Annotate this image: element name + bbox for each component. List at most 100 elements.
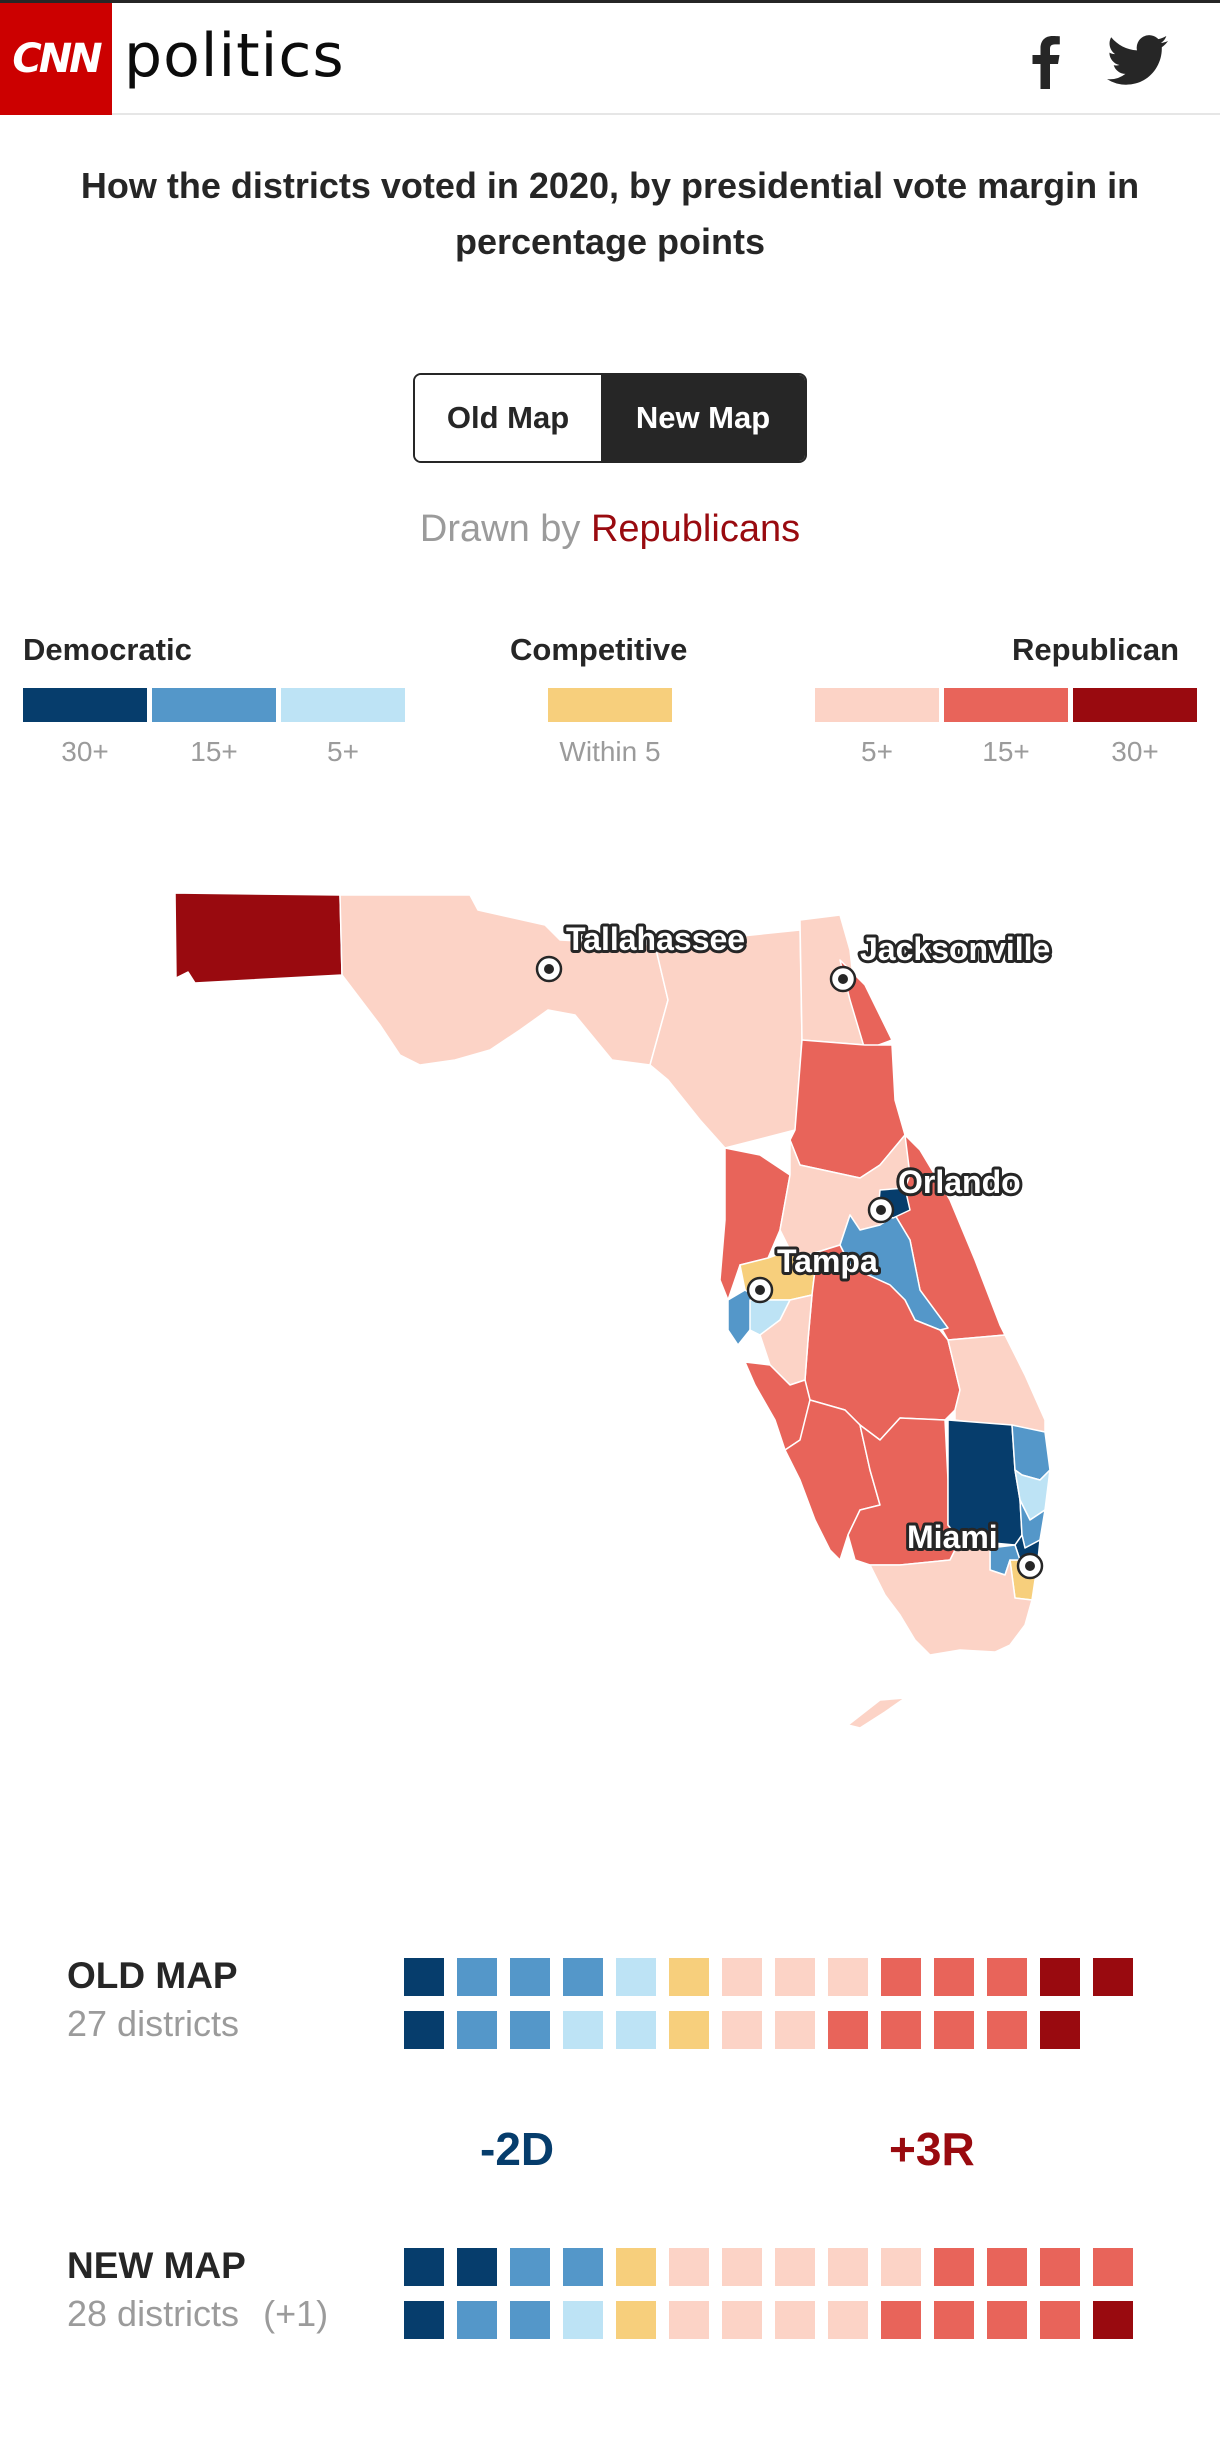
district-square <box>1040 2011 1080 2049</box>
city-marker-orlando <box>867 1196 895 1224</box>
delta-democratic: -2D <box>480 2123 555 2175</box>
district-square <box>934 2248 974 2286</box>
district-square <box>404 2248 444 2286</box>
legend-competitive-heading: Competitive <box>510 632 688 667</box>
district-square <box>934 1958 974 1996</box>
district-square <box>828 2301 868 2339</box>
district-square <box>457 2301 497 2339</box>
city-label-miami: Miami <box>907 1519 998 1555</box>
legend-swatch-d30 <box>23 688 147 722</box>
old-map-button[interactable]: Old Map <box>415 375 601 461</box>
drawn-by-text: Drawn by Republicans <box>0 508 1220 551</box>
district-square <box>669 2301 709 2339</box>
district-panhandle-west <box>174 892 343 984</box>
district-square <box>775 2011 815 2049</box>
district-square <box>828 2011 868 2049</box>
district-south-keys <box>869 1539 1033 1656</box>
legend-label-r15: 15+ <box>982 736 1030 767</box>
facebook-icon[interactable] <box>1016 31 1076 91</box>
new-map-button[interactable]: New Map <box>601 375 805 461</box>
old-map-subtitle: 27 districts <box>67 2003 240 2044</box>
new-map-district-change: (+1) <box>263 2293 329 2334</box>
new-map-heading: NEW MAP <box>67 2245 246 2286</box>
legend-swatch-d15 <box>152 688 276 722</box>
district-square <box>987 2301 1027 2339</box>
drawn-by-prefix: Drawn by <box>419 508 581 550</box>
old-map-district-grid <box>404 1958 1144 2058</box>
district-square <box>510 2301 550 2339</box>
legend-label-r5: 5+ <box>861 736 893 767</box>
district-square <box>510 2248 550 2286</box>
district-square <box>828 1958 868 1996</box>
district-square <box>934 2301 974 2339</box>
district-square <box>669 2248 709 2286</box>
city-marker-tallahassee <box>535 955 563 983</box>
district-treasure-coast <box>947 1334 1046 1436</box>
city-marker-jacksonville <box>829 965 857 993</box>
district-square <box>775 2301 815 2339</box>
district-square <box>881 2301 921 2339</box>
legend-label-r30: 30+ <box>1111 736 1159 767</box>
old-map-heading: OLD MAP <box>67 1955 238 1996</box>
site-header: CNN politics <box>0 0 1220 115</box>
district-square <box>510 2011 550 2049</box>
new-map-subtitle: 28 districts (+1) <box>67 2293 328 2335</box>
district-panhandle-central <box>339 894 669 1066</box>
legend-swatch-r15 <box>944 688 1068 722</box>
district-square <box>616 2011 656 2049</box>
city-marker-tampa <box>746 1276 774 1304</box>
district-square <box>404 2301 444 2339</box>
legend-label-competitive: Within 5 <box>559 736 661 767</box>
city-marker-miami <box>1016 1552 1044 1580</box>
district-square <box>404 2011 444 2049</box>
delta-republican: +3R <box>889 2123 975 2175</box>
cnn-logo-text: CNN <box>12 36 102 82</box>
district-square <box>987 1958 1027 1996</box>
district-square <box>563 2248 603 2286</box>
district-square <box>1040 2248 1080 2286</box>
district-square <box>722 2011 762 2049</box>
district-square <box>1093 2248 1133 2286</box>
district-square <box>881 1958 921 1996</box>
district-square <box>1040 1958 1080 1996</box>
legend-republican-heading: Republican <box>1012 632 1180 667</box>
drawn-by-party: Republicans <box>590 508 801 550</box>
district-north-central <box>649 929 803 1149</box>
district-square <box>616 2248 656 2286</box>
florida-district-map: Tallahassee Jacksonville Orlando Tampa M… <box>174 892 1053 1729</box>
district-square <box>828 2248 868 2286</box>
district-square <box>563 2011 603 2049</box>
district-square <box>616 1958 656 1996</box>
district-square <box>722 2301 762 2339</box>
city-label-tampa: Tampa <box>777 1243 878 1279</box>
district-square <box>563 2301 603 2339</box>
district-square <box>881 2011 921 2049</box>
legend-swatch-r30 <box>1073 688 1197 722</box>
city-markers <box>535 955 1044 1580</box>
twitter-icon[interactable] <box>1106 31 1170 91</box>
legend-label-d30: 30+ <box>61 736 109 767</box>
legend-democratic-heading: Democratic <box>23 632 192 667</box>
legend-swatch-d5 <box>281 688 405 722</box>
legend-label-d5: 5+ <box>327 736 359 767</box>
district-square <box>881 2248 921 2286</box>
district-keys-island <box>847 1697 906 1729</box>
legend-swatch-competitive <box>548 688 672 722</box>
new-map-district-grid <box>404 2248 1144 2348</box>
district-square <box>722 2248 762 2286</box>
district-square <box>775 2248 815 2286</box>
district-square <box>669 1958 709 1996</box>
district-square <box>1093 2301 1133 2339</box>
legend-swatch-r5 <box>815 688 939 722</box>
district-square <box>510 1958 550 1996</box>
district-square <box>1040 2301 1080 2339</box>
page-title: How the districts voted in 2020, by pres… <box>80 165 1140 262</box>
district-square <box>722 1958 762 1996</box>
cnn-logo[interactable]: CNN <box>0 3 112 115</box>
district-square <box>457 1958 497 1996</box>
brand-politics[interactable]: politics <box>124 21 345 91</box>
city-label-orlando: Orlando <box>898 1164 1021 1200</box>
legend-label-d15: 15+ <box>190 736 238 767</box>
district-square <box>775 1958 815 1996</box>
new-map-district-count: 28 districts <box>67 2293 240 2334</box>
